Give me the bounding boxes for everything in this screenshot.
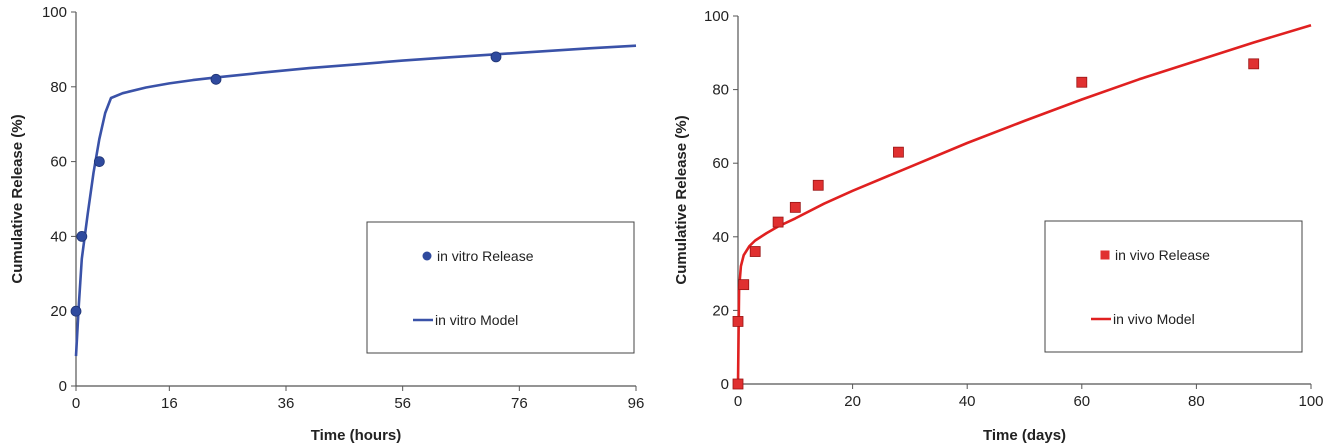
y-tick-label: 80 <box>50 79 67 96</box>
data-point <box>749 246 761 257</box>
y-tick-label: 20 <box>50 303 67 320</box>
y-tick-label: 60 <box>712 155 729 172</box>
chart-right-points <box>732 58 1260 390</box>
chart-right-y-axis-title: Cumulative Release (%) <box>673 115 690 284</box>
legend-marker-symbol <box>422 251 432 261</box>
chart-left-x-ticks: 0 16 36 56 76 96 <box>72 386 645 412</box>
y-tick-label: 40 <box>50 228 67 245</box>
y-tick-label: 80 <box>712 82 729 99</box>
series-line-model <box>74 44 637 357</box>
chart-left-legend-label-release: in vitro Release <box>437 248 534 264</box>
x-tick-label: 36 <box>278 395 295 412</box>
y-tick-label: 100 <box>42 4 67 21</box>
chart-right-lines <box>736 23 1312 385</box>
y-tick-label: 20 <box>712 302 729 319</box>
data-point <box>812 179 824 191</box>
chart-right-legend-label-release: in vivo Release <box>1115 247 1210 263</box>
y-tick-label: 0 <box>59 378 67 395</box>
data-point <box>789 201 801 213</box>
data-point <box>70 305 82 317</box>
chart-right-x-axis-title: Time (days) <box>983 427 1066 444</box>
x-tick-label: 20 <box>844 393 861 410</box>
x-tick-label: 0 <box>734 393 742 410</box>
chart-left-legend: in vitro Release in vitro Model <box>366 221 635 354</box>
chart-right-legend-marker-release <box>1100 250 1110 260</box>
y-tick-label: 0 <box>721 376 729 393</box>
x-tick-label: 40 <box>959 393 976 410</box>
chart-right-x-ticks: 0 20 40 60 80 100 <box>734 384 1324 410</box>
data-point <box>732 316 744 327</box>
x-tick-label: 16 <box>161 395 178 412</box>
chart-right-y-ticks: 0 20 40 60 80 100 <box>704 8 738 393</box>
chart-left-legend-marker-release <box>422 251 432 261</box>
chart-right-legend-label-model: in vivo Model <box>1113 311 1195 327</box>
data-point <box>772 216 784 228</box>
data-point <box>490 51 502 63</box>
x-tick-label: 96 <box>628 395 645 412</box>
x-tick-label: 100 <box>1298 393 1323 410</box>
x-tick-label: 0 <box>72 395 80 412</box>
x-tick-label: 76 <box>511 395 528 412</box>
chart-left-y-axis-title: Cumulative Release (%) <box>9 114 26 283</box>
series-line-model <box>736 23 1312 385</box>
data-point <box>738 279 750 291</box>
y-tick-label: 40 <box>712 229 729 246</box>
chart-left-legend-label-model: in vitro Model <box>435 312 518 328</box>
chart-left-y-ticks: 0 20 40 60 80 100 <box>42 4 76 395</box>
data-point <box>93 156 105 168</box>
x-tick-label: 80 <box>1188 393 1205 410</box>
chart-left: 0 20 40 60 80 100 0 16 36 56 76 96 Time (hours) Cu… <box>9 4 644 444</box>
data-point <box>76 230 88 242</box>
legend-marker-symbol <box>1100 250 1110 260</box>
x-tick-label: 60 <box>1073 393 1090 410</box>
chart-left-legend-box <box>366 221 635 354</box>
y-tick-label: 60 <box>50 154 67 171</box>
chart-left-x-axis-title: Time (hours) <box>311 427 402 444</box>
chart-right-legend-box <box>1044 220 1303 353</box>
chart-left-points <box>70 51 502 317</box>
data-point <box>1248 58 1260 70</box>
chart-right: 0 20 40 60 80 100 0 20 40 60 80 100 Time (days) Cu… <box>673 8 1324 444</box>
y-tick-label: 100 <box>704 8 729 25</box>
data-point <box>732 378 744 390</box>
chart-right-legend: in vivo Release in vivo Model <box>1044 220 1303 353</box>
x-tick-label: 56 <box>394 395 411 412</box>
data-point <box>1076 76 1088 88</box>
chart-left-lines <box>74 44 637 357</box>
data-point <box>893 146 904 158</box>
data-point <box>210 73 222 85</box>
